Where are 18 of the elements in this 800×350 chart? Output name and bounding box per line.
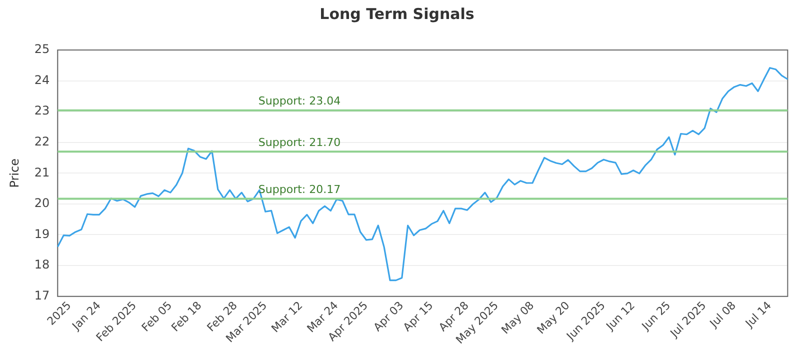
y-tick-label: 18 [34, 258, 50, 272]
x-tick-label: Mar 12 [268, 298, 306, 336]
chart-title: Long Term Signals [320, 4, 474, 23]
x-tick-label: Jul 14 [742, 298, 774, 331]
y-tick-label: 19 [34, 226, 50, 241]
y-axis-title: Price [7, 158, 22, 188]
ref-line-label: Support: 23.04 [258, 94, 341, 108]
y-tick-label: 17 [34, 288, 50, 302]
y-tick-label: 21 [34, 165, 50, 180]
y-tick-label: 22 [34, 134, 50, 148]
y-tick-label: 25 [34, 42, 50, 56]
y-tick-label: 20 [34, 196, 50, 210]
ref-line-label: Support: 20.17 [258, 183, 341, 196]
ref-line-label: Support: 21.70 [258, 136, 341, 149]
y-tick-label: 24 [34, 72, 50, 87]
y-tick-label: 23 [34, 104, 50, 118]
x-tick-label: Jul 08 [706, 298, 738, 331]
x-tick-label: Jun 12 [603, 298, 638, 334]
